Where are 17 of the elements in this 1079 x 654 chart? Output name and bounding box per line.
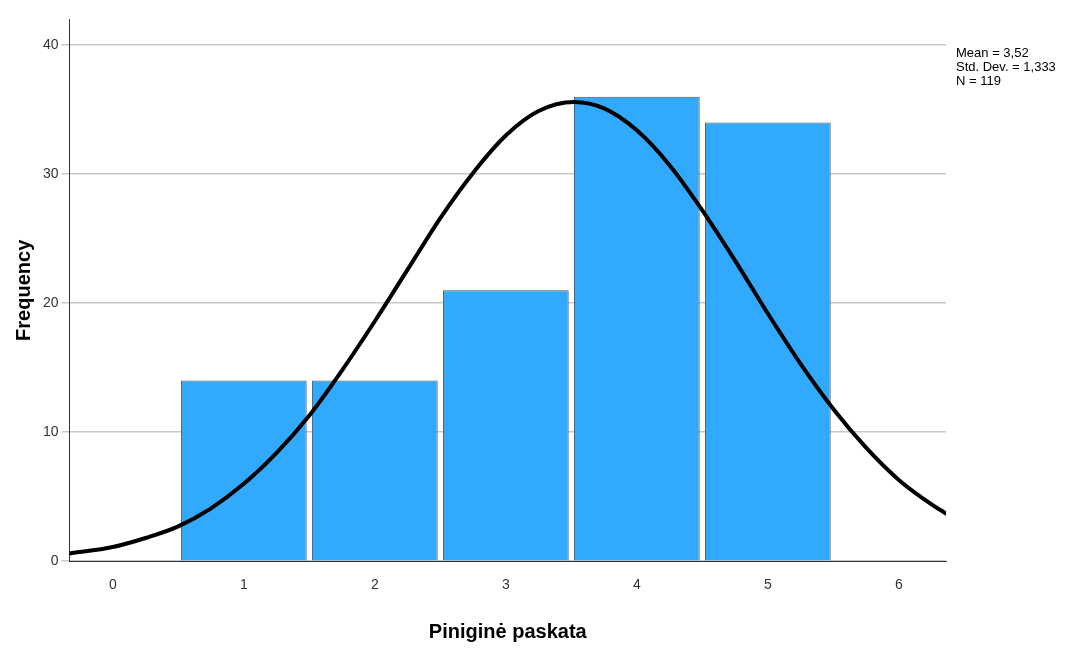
text: N = 119 <box>956 73 1001 89</box>
y-tick-label: 20 <box>42 294 59 311</box>
y-tick-label: 40 <box>42 36 59 53</box>
y-axis-title: Frequency <box>11 238 34 341</box>
x-tick-label: 0 <box>108 576 117 593</box>
y-tick-label: 0 <box>50 552 59 569</box>
y-tick-label: 10 <box>42 423 59 440</box>
text: Mean = 3,52 <box>956 45 1029 61</box>
x-tick-label: 3 <box>501 576 510 593</box>
x-tick-label: 4 <box>632 576 641 593</box>
y-tick-label: 30 <box>42 165 59 182</box>
x-tick-label: 1 <box>239 576 248 593</box>
x-tick-label: 2 <box>370 576 379 593</box>
text: Std. Dev. = 1,333 <box>956 59 1056 75</box>
x-tick-label: 5 <box>763 576 772 593</box>
x-axis-title: Piniginė paskata <box>428 619 588 642</box>
x-tick-label: 6 <box>894 576 903 593</box>
